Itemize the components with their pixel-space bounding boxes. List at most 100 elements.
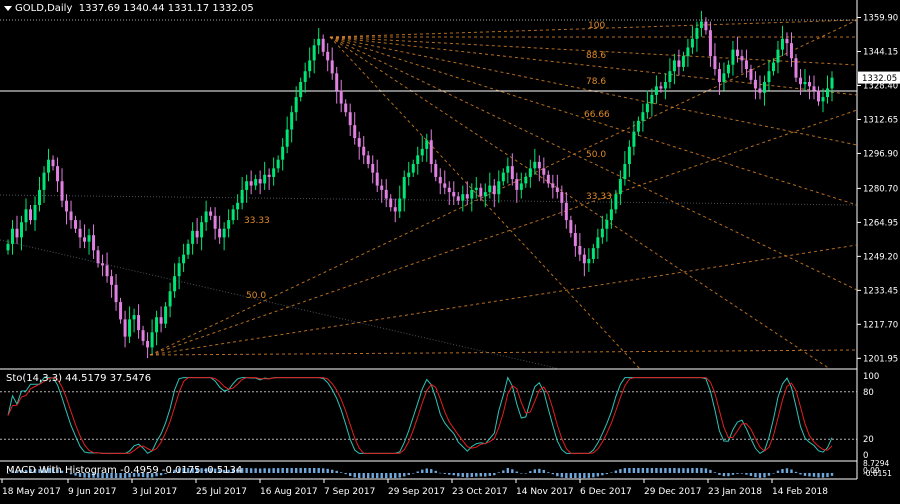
- candle-body: [92, 235, 96, 251]
- time-tick-label: 7 Sep 2017: [324, 487, 375, 497]
- macd-bar: [628, 468, 631, 473]
- macd-bar: [376, 473, 379, 478]
- candle-body: [695, 28, 699, 39]
- macd-bar: [718, 473, 721, 475]
- macd-bar: [258, 468, 262, 473]
- macd-bar: [168, 472, 172, 473]
- candle-body: [150, 332, 154, 348]
- candle-body: [326, 51, 330, 61]
- candle-body: [218, 228, 222, 238]
- macd-bar: [749, 473, 753, 476]
- candle-body: [155, 317, 159, 333]
- macd-bar: [448, 473, 451, 475]
- macd-bar: [592, 473, 595, 478]
- candle-body: [605, 220, 609, 229]
- macd-bar: [285, 468, 289, 473]
- candle-body: [785, 38, 789, 44]
- candle-body: [321, 38, 325, 52]
- candle-body: [204, 211, 208, 223]
- candle-body: [164, 306, 168, 324]
- macd-bar: [78, 473, 82, 477]
- candle-body: [686, 47, 690, 57]
- candle-body: [632, 131, 636, 147]
- macd-bar: [691, 468, 694, 473]
- candle-body: [681, 56, 685, 67]
- candle-body: [69, 211, 73, 221]
- candle-body: [6, 243, 10, 251]
- candle-body: [132, 315, 136, 320]
- macd-bar: [646, 468, 649, 473]
- macd-bar: [164, 473, 167, 474]
- candle-body: [60, 181, 64, 201]
- candle-body: [101, 263, 105, 266]
- candle-body: [560, 192, 564, 203]
- macd-bar: [389, 473, 392, 478]
- fibonacci-fan[interactable]: 100 88.6 78.6 66.66 50.0 33.33 33.33 50.0: [0, 19, 858, 370]
- macd-bar: [583, 473, 586, 478]
- macd-bar: [312, 468, 316, 473]
- macd-bar: [488, 473, 491, 476]
- candle-body: [668, 71, 672, 82]
- candle-body: [213, 215, 217, 229]
- candle-body: [312, 45, 316, 61]
- candle-body: [780, 38, 784, 50]
- candle-body: [294, 97, 298, 113]
- price-tick-label: 1280.70: [863, 184, 898, 194]
- candle-body: [690, 38, 694, 48]
- candle-body: [479, 187, 483, 197]
- macd-bar: [785, 468, 789, 473]
- candle-body: [254, 179, 258, 186]
- macd-bar: [425, 468, 428, 473]
- macd-bar: [51, 468, 55, 473]
- macd-bar: [110, 473, 113, 478]
- stoch-level-label: 80: [863, 388, 874, 398]
- candle-body: [600, 228, 604, 238]
- price-tick-label: 1217.70: [863, 320, 898, 330]
- candle-body: [209, 211, 213, 216]
- macd-bar: [619, 469, 622, 473]
- macd-bar: [758, 473, 762, 478]
- macd-bar: [601, 473, 604, 476]
- candle-body: [303, 71, 307, 82]
- time-tick-label: 29 Dec 2017: [644, 487, 702, 497]
- macd-bar: [362, 473, 365, 478]
- candle-body: [497, 181, 501, 195]
- macd-bar: [132, 473, 136, 477]
- candle-body: [591, 248, 595, 259]
- candle-body: [78, 228, 82, 238]
- candle-body: [159, 317, 163, 324]
- stochastic-oscillator: 100 80 20 0: [0, 372, 879, 461]
- candle-body: [434, 164, 438, 177]
- macd-bar: [416, 471, 419, 473]
- candle-body: [51, 159, 55, 167]
- macd-bar: [560, 473, 564, 478]
- macd-bar: [506, 468, 510, 473]
- fib-fan-label: 33.33: [586, 192, 612, 202]
- candle-body: [447, 187, 451, 193]
- macd-bar: [736, 473, 739, 474]
- candlesticks: [6, 10, 834, 359]
- candle-body: [249, 181, 253, 186]
- macd-bar: [317, 468, 320, 473]
- macd-bar: [380, 473, 383, 478]
- macd-bar: [650, 468, 654, 473]
- macd-bar: [249, 468, 253, 473]
- macd-bar: [38, 469, 41, 473]
- candle-body: [276, 159, 280, 169]
- macd-bar: [524, 473, 528, 474]
- macd-bar: [56, 469, 59, 473]
- macd-bar: [596, 473, 600, 477]
- candle-body: [339, 90, 343, 104]
- candle-body: [627, 146, 631, 164]
- dropdown-arrow-icon[interactable]: [4, 5, 12, 11]
- candle-body: [470, 189, 474, 199]
- time-tick-label: 29 Sep 2017: [388, 487, 445, 497]
- candle-body: [654, 86, 658, 95]
- candle-body: [510, 166, 514, 180]
- time-tick-label: 9 Jun 2017: [68, 487, 116, 497]
- macd-bar: [538, 468, 541, 473]
- candle-body: [317, 38, 321, 46]
- candle-body: [285, 129, 289, 147]
